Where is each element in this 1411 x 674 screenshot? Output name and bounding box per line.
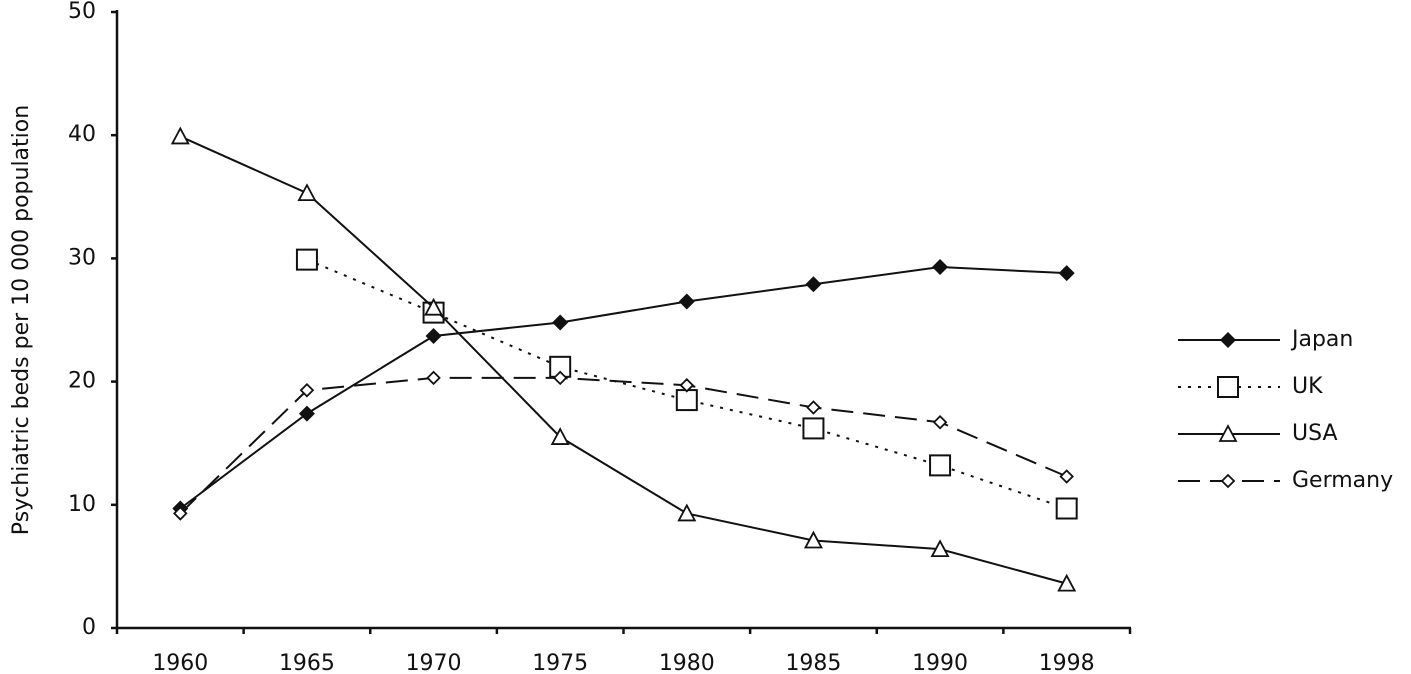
marker <box>930 539 950 558</box>
x-tick-label: 1980 <box>659 651 715 674</box>
legend-marker <box>1218 424 1238 442</box>
x-tick-label: 1975 <box>532 651 588 674</box>
marker <box>929 454 952 477</box>
legend-marker <box>1220 332 1236 348</box>
x-tick-label: 1985 <box>785 651 841 674</box>
x-tick-label: 1965 <box>279 651 335 674</box>
marker <box>805 276 822 293</box>
marker <box>1057 573 1077 592</box>
marker <box>932 259 949 276</box>
marker <box>932 414 948 430</box>
marker <box>298 405 315 422</box>
legend-label: Germany <box>1292 468 1393 493</box>
marker <box>1058 265 1075 282</box>
y-axis-label: Psychiatric beds per 10 000 population <box>9 105 34 535</box>
y-tick-label: 30 <box>68 245 96 270</box>
y-tick-label: 10 <box>68 492 96 517</box>
marker <box>806 400 821 415</box>
marker <box>173 506 188 521</box>
marker <box>1055 497 1078 520</box>
marker <box>552 314 569 331</box>
marker <box>170 126 190 145</box>
y-tick-label: 40 <box>68 122 96 147</box>
legend-marker <box>1220 473 1236 489</box>
series-line <box>179 135 1067 585</box>
marker <box>295 248 318 271</box>
y-tick-label: 50 <box>68 0 96 24</box>
marker <box>297 183 317 202</box>
marker <box>426 370 441 386</box>
marker <box>552 370 568 386</box>
marker <box>550 427 570 445</box>
series-line <box>179 376 1068 515</box>
legend-label: USA <box>1292 421 1338 446</box>
marker <box>1059 469 1074 484</box>
marker <box>803 530 823 549</box>
y-tick-label: 0 <box>82 615 96 640</box>
marker <box>678 293 695 310</box>
legend-marker <box>1217 376 1239 398</box>
legend-label: Japan <box>1290 327 1353 352</box>
x-tick-label: 1970 <box>406 651 462 674</box>
marker <box>424 297 444 316</box>
x-tick-label: 1990 <box>912 651 968 674</box>
marker <box>675 389 698 412</box>
marker <box>802 417 825 440</box>
marker <box>425 328 442 345</box>
x-tick-label: 1960 <box>152 651 208 674</box>
marker <box>679 378 695 393</box>
y-tick-label: 20 <box>68 369 96 394</box>
marker <box>677 503 697 522</box>
x-tick-label: 1998 <box>1039 651 1095 674</box>
marker <box>299 382 315 398</box>
series-line <box>179 266 1067 510</box>
legend-label: UK <box>1292 374 1323 399</box>
